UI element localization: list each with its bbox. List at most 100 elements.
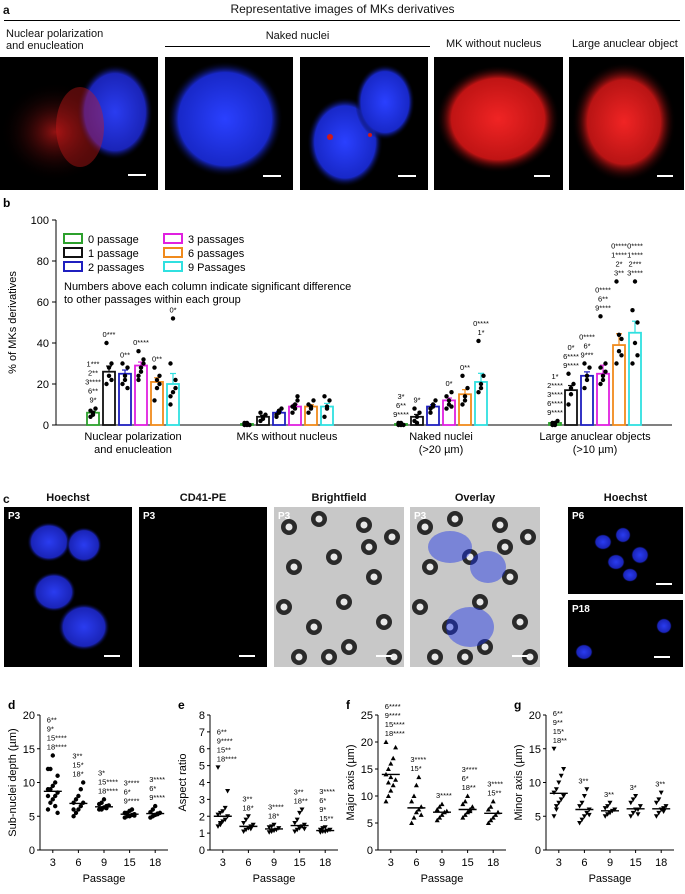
significance-label: 1****	[611, 251, 627, 260]
significance-label: 0****	[133, 338, 149, 347]
data-point	[215, 812, 221, 818]
data-point	[614, 279, 619, 284]
data-point	[418, 812, 424, 817]
data-point	[630, 308, 635, 313]
y-tick-label: 0	[367, 845, 373, 857]
data-point	[553, 807, 559, 812]
data-point	[433, 398, 438, 403]
data-point	[122, 373, 128, 378]
data-point	[76, 807, 81, 812]
legend-swatch	[163, 247, 183, 258]
data-point	[553, 787, 559, 792]
data-point	[294, 827, 300, 833]
data-point	[295, 394, 300, 399]
y-tick-label: 80	[37, 256, 49, 268]
data-point	[605, 804, 611, 809]
micrograph-hoechst-p18: P18	[568, 600, 683, 667]
data-point	[493, 812, 499, 817]
data-point	[602, 806, 608, 811]
label-nuclear-polarization: Nuclear polarization and enucleation	[6, 28, 104, 52]
data-point	[295, 398, 300, 403]
data-point	[215, 765, 221, 770]
data-point	[81, 780, 86, 785]
data-point	[561, 767, 567, 772]
rbc-center	[431, 653, 439, 661]
data-point	[106, 365, 112, 370]
data-point	[276, 408, 282, 413]
micrograph-mk-without-nucleus	[434, 57, 563, 190]
data-point	[299, 807, 305, 812]
data-point	[244, 422, 250, 428]
data-point	[413, 809, 419, 815]
data-point	[635, 320, 640, 325]
x-tick-label: 6	[245, 857, 251, 869]
hoechst-overlay-nucleus	[428, 531, 472, 563]
rbc-center	[526, 653, 534, 661]
significance-label: 2****	[547, 381, 563, 390]
data-point	[152, 398, 157, 403]
data-point	[630, 361, 635, 366]
significance-label: 3****	[462, 765, 478, 774]
data-point	[308, 404, 314, 409]
data-point	[301, 826, 307, 832]
data-point	[581, 794, 587, 799]
significance-label: 0****	[627, 242, 643, 251]
data-point	[437, 815, 443, 820]
significance-label: 18****	[217, 754, 237, 763]
micrograph-naked-nuclei-2	[300, 57, 428, 190]
passage-tag: P3	[8, 511, 21, 522]
x-axis-label: Passage	[421, 873, 464, 885]
data-point	[173, 377, 178, 383]
y-tick-label: 2	[199, 811, 205, 823]
data-point	[122, 377, 128, 383]
scale-bar	[376, 655, 392, 657]
data-point	[125, 385, 130, 391]
data-point	[78, 803, 84, 809]
data-point	[101, 797, 107, 802]
y-tick-label: 40	[37, 338, 49, 350]
data-point	[584, 787, 590, 792]
data-point	[635, 353, 640, 358]
data-point	[220, 819, 226, 824]
micrograph-naked-nuclei-1	[165, 57, 293, 190]
y-tick-label: 7	[199, 727, 205, 739]
data-point	[430, 402, 436, 407]
y-tick-label: 20	[37, 379, 49, 391]
data-point	[258, 410, 263, 415]
data-point	[53, 793, 58, 799]
x-tick-label: 18	[149, 857, 161, 869]
panel-c-letter: c	[3, 492, 10, 506]
data-point	[260, 416, 266, 422]
legend-swatch	[163, 233, 183, 244]
data-point	[462, 398, 468, 403]
data-point	[568, 385, 574, 391]
significance-label: 0****	[611, 242, 627, 251]
title-overlay: Overlay	[454, 492, 496, 504]
x-category-label: MKs without nucleus	[237, 431, 338, 443]
rbc-center	[280, 603, 288, 611]
data-point	[467, 808, 473, 814]
significance-label: 9****	[563, 361, 579, 370]
data-point	[168, 361, 173, 366]
y-tick-label: 15	[529, 744, 541, 756]
significance-label: 6*	[149, 784, 156, 793]
data-point	[490, 815, 496, 820]
data-point	[409, 820, 415, 825]
significance-label: 9***	[581, 351, 594, 360]
data-point	[586, 812, 592, 818]
title-hoechst: Hoechst	[46, 492, 90, 504]
data-point	[607, 800, 613, 806]
data-point	[141, 361, 146, 366]
significance-label: 6*	[319, 796, 326, 805]
data-point	[292, 406, 298, 411]
significance-label: 9****	[217, 736, 233, 745]
data-point	[152, 365, 157, 370]
data-point	[439, 801, 445, 807]
data-point	[154, 377, 160, 383]
data-point	[584, 373, 590, 378]
y-tick-label: 0	[43, 420, 49, 432]
y-tick-label: 10	[529, 778, 541, 790]
significance-label: 1****	[627, 251, 643, 260]
micrograph-brightfield-p3: P3	[274, 507, 404, 667]
data-point	[476, 338, 481, 344]
